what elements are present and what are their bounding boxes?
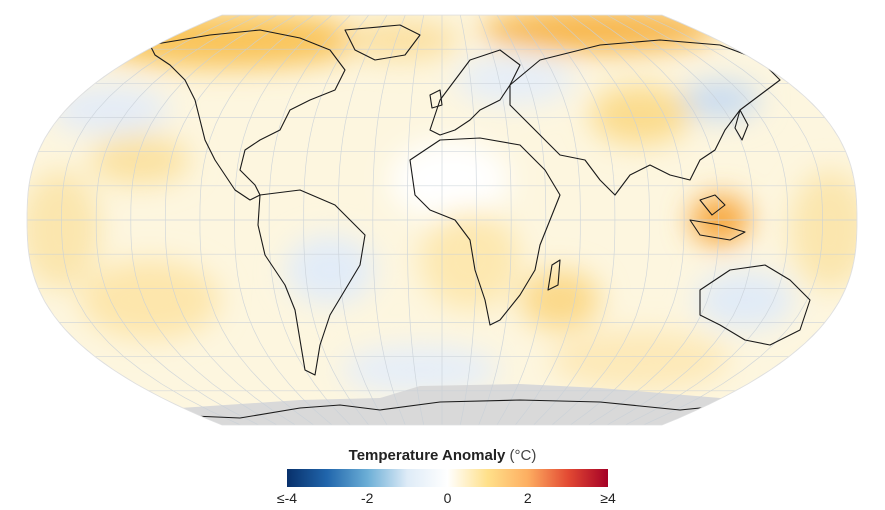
meridian-line <box>643 15 823 425</box>
meridian-line <box>478 15 512 425</box>
meridian-line <box>61 15 241 425</box>
color-bar <box>287 469 608 487</box>
meridian-line <box>625 15 789 425</box>
legend-title: Temperature Anomaly (°C) <box>0 447 885 464</box>
meridian-line <box>268 15 351 425</box>
no-data-region <box>150 384 760 425</box>
meridian-line <box>234 15 333 425</box>
map-outline <box>26 14 858 426</box>
tick-label: ≥4 <box>600 490 616 506</box>
meridian-line <box>588 15 720 425</box>
meridian-line <box>95 15 259 425</box>
meridian-line <box>606 15 754 425</box>
meridian-line <box>337 15 388 425</box>
legend-unit: (°C) <box>509 447 537 464</box>
meridian-line <box>515 15 581 425</box>
tick-label: 0 <box>443 490 452 506</box>
meridian-line <box>533 15 616 425</box>
meridian-line <box>407 15 425 425</box>
coastlines <box>149 24 831 419</box>
meridian-line <box>303 15 369 425</box>
meridian-line <box>496 15 547 425</box>
meridian-line <box>130 15 278 425</box>
legend-title-text: Temperature Anomaly <box>348 447 506 464</box>
meridian-line <box>459 15 477 425</box>
meridian-line <box>551 15 650 425</box>
anomaly-field <box>27 15 857 425</box>
tick-label: 2 <box>523 490 532 506</box>
tick-label: -2 <box>361 490 374 506</box>
meridian-line <box>164 15 296 425</box>
tick-label: ≤-4 <box>276 490 298 506</box>
meridian-line <box>570 15 685 425</box>
temperature-anomaly-map <box>26 14 858 426</box>
meridian-line <box>372 15 406 425</box>
meridian-line <box>199 15 314 425</box>
